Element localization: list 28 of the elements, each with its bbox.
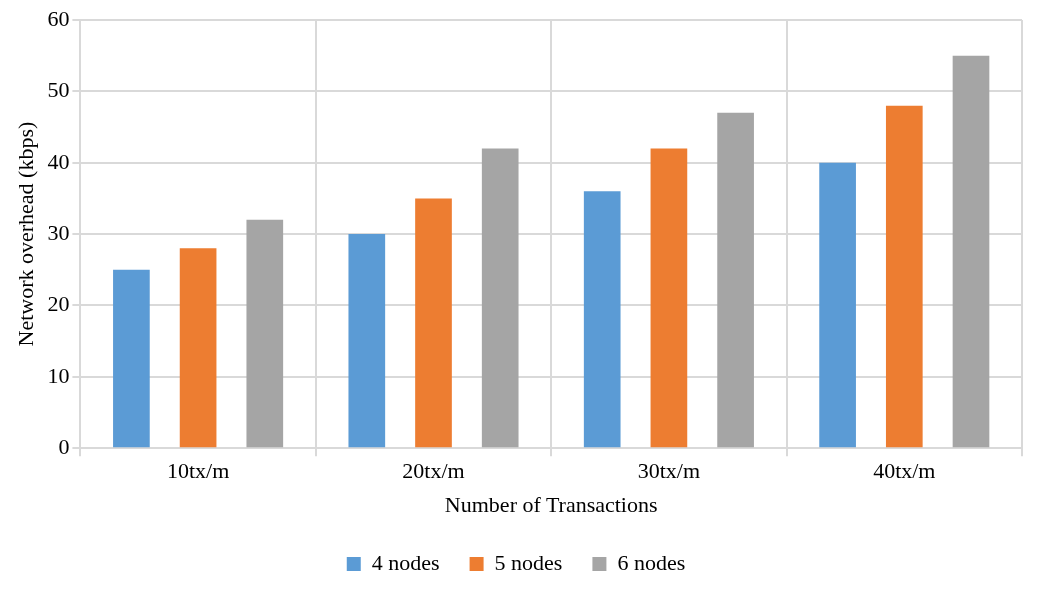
y-tick-label: 10 [47,362,70,388]
bar [717,112,754,448]
y-tick-label: 30 [47,219,70,245]
bar [885,105,923,448]
bar [113,269,150,448]
bar [583,191,621,448]
bar [246,219,284,448]
bar [952,55,990,448]
y-tick-label: 40 [47,148,70,174]
bar [819,162,856,448]
bar [481,148,519,448]
bar [415,198,452,448]
x-tick-label: 30tx/m [637,458,701,484]
bar [650,148,688,448]
bar [348,234,386,448]
legend-label: 4 nodes [371,549,440,575]
y-tick-label: 50 [47,77,70,103]
y-tick-label: 0 [58,433,70,459]
legend-label: 5 nodes [494,549,563,575]
x-tick-label: 40tx/m [873,458,936,484]
x-axis-title: Number of Transactions [444,491,658,517]
y-tick-label: 60 [47,5,70,31]
legend-label: 6 nodes [617,549,686,575]
y-axis-title: Network overhead (kbps) [12,121,38,347]
x-tick-label: 20tx/m [402,458,465,484]
y-tick-label: 20 [47,291,70,317]
x-tick-label: 10tx/m [166,458,230,484]
bar [179,248,217,448]
